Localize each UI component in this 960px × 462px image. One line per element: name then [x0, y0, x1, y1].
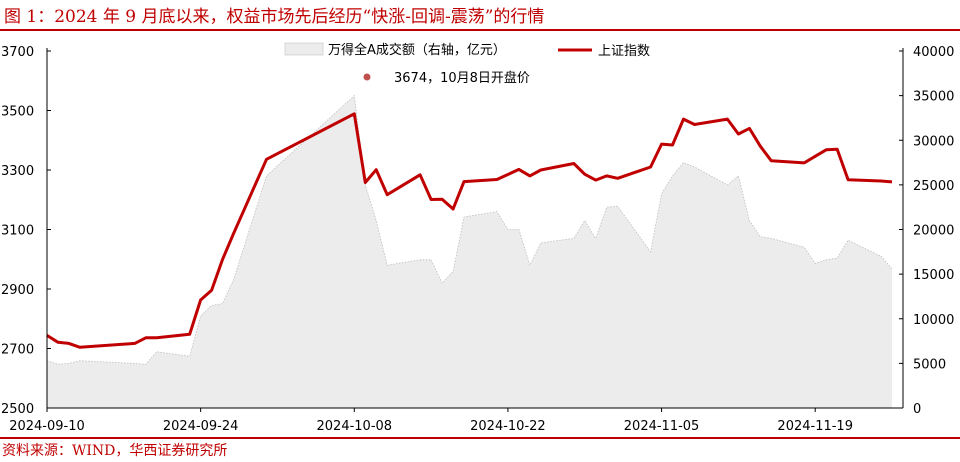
- left-tick-label: 2500: [1, 402, 34, 417]
- footer-divider: [0, 437, 960, 439]
- x-tick-label: 2024-09-24: [163, 419, 239, 434]
- x-tick-label: 2024-11-05: [624, 419, 700, 434]
- turnover-area-outline: [46, 94, 893, 365]
- left-tick-label: 3500: [1, 105, 34, 120]
- right-tick-label: 5000: [913, 357, 946, 372]
- right-tick-label: 25000: [913, 179, 954, 194]
- right-tick-label: 15000: [913, 268, 954, 283]
- left-tick-label: 3100: [1, 224, 34, 239]
- right-tick-label: 30000: [913, 134, 954, 149]
- source-note: 资料来源：WIND，华西证券研究所: [2, 443, 228, 459]
- left-tick-label: 2900: [1, 283, 34, 298]
- legend-marker-dot: [363, 73, 371, 81]
- x-tick-label: 2024-11-19: [777, 419, 853, 434]
- right-tick-label: 10000: [913, 313, 954, 328]
- title-divider: [0, 29, 960, 31]
- right-tick-label: 40000: [913, 45, 954, 60]
- x-tick-label: 2024-10-22: [470, 419, 546, 434]
- turnover-area: [47, 95, 892, 408]
- left-tick-label: 2700: [1, 343, 34, 358]
- index-line-layer: [46, 112, 893, 349]
- left-tick-label: 3300: [1, 164, 34, 179]
- chart-title: 图 1：2024 年 9 月底以来，权益市场先后经历“快涨-回调-震荡”的行情: [4, 7, 545, 27]
- x-tick-label: 2024-09-10: [9, 419, 85, 434]
- shanghai-index-line: [46, 112, 893, 349]
- turnover-area-layer: [46, 94, 893, 408]
- axes-layer: 2500 2700 2900 3100 3300 3500 3700 0 5000 10000 15…: [1, 45, 954, 434]
- legend: 万得全A成交额（右轴，亿元） 上证指数 3674，10月8日开盘价: [284, 42, 650, 86]
- x-tick-label: 2024-10-08: [317, 419, 393, 434]
- legend-area-label: 万得全A成交额（右轴，亿元）: [328, 42, 506, 58]
- right-tick-label: 35000: [913, 90, 954, 105]
- right-tick-label: 0: [913, 402, 921, 417]
- legend-line-label: 上证指数: [598, 44, 650, 59]
- right-tick-label: 20000: [913, 224, 954, 239]
- legend-area-swatch: [284, 42, 324, 56]
- legend-marker-label: 3674，10月8日开盘价: [394, 70, 530, 86]
- left-tick-label: 3700: [1, 45, 34, 60]
